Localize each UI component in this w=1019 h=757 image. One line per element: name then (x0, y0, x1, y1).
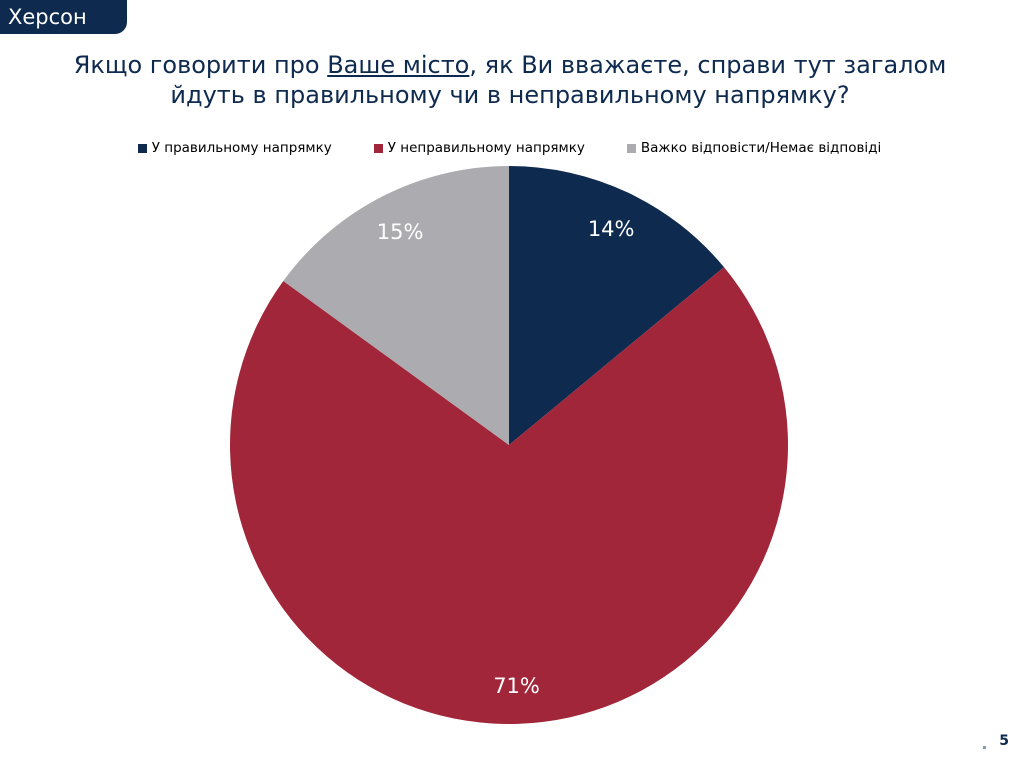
legend-label-hard-to-say: Важко відповісти/Немає відповіді (640, 140, 882, 156)
city-tag: Херсон (0, 0, 127, 34)
legend-swatch-wrong-direction (373, 143, 383, 153)
chart-legend: У правильному напрямку У неправильному н… (0, 140, 1019, 156)
pie-slice-right-direction (509, 166, 724, 445)
legend-swatch-right-direction (137, 143, 147, 153)
question-part-1: Якщо говорити про (73, 51, 328, 79)
pie-label-hard-to-say: 15% (377, 220, 424, 244)
question-part-2: , як Ви вважаєте, справи тут загалом (469, 51, 947, 79)
pie-slice-wrong-direction (230, 267, 789, 725)
question-title: Якщо говорити про Ваше місто, як Ви вваж… (30, 50, 990, 110)
pie-label-wrong-direction: 71% (493, 674, 540, 698)
legend-item-right-direction: У правильному напрямку (137, 140, 332, 156)
legend-item-hard-to-say: Важко відповісти/Немає відповіді (626, 140, 882, 156)
decor-dot (983, 746, 986, 749)
pie-slice-hard-to-say (283, 166, 509, 445)
question-line-2: йдуть в правильному чи в неправильному н… (170, 81, 850, 109)
page-number: 5 (999, 733, 1009, 749)
legend-item-wrong-direction: У неправильному напрямку (373, 140, 585, 156)
pie-label-right-direction: 14% (588, 217, 635, 241)
question-underlined: Ваше місто (327, 51, 470, 79)
legend-swatch-hard-to-say (626, 143, 636, 153)
legend-label-wrong-direction: У неправильному напрямку (387, 140, 585, 156)
legend-label-right-direction: У правильному напрямку (151, 140, 332, 156)
question-line-1: Якщо говорити про Ваше місто, як Ви вваж… (30, 50, 990, 80)
